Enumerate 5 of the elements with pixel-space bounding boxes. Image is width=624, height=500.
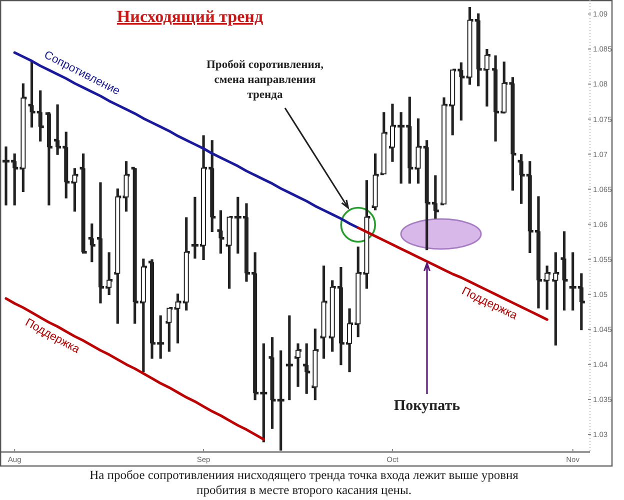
annotation: Покупать	[394, 398, 460, 414]
line-series	[4, 297, 265, 441]
annotation: Пробой соротивления, смена направления тренда	[206, 59, 324, 101]
chart-title: Нисходящий тренд	[116, 7, 264, 26]
text: На пробое сопротивлениия нисходящего тренда точка входа лежит выше уровня пробития в месте второго касания цены.	[90, 468, 519, 497]
